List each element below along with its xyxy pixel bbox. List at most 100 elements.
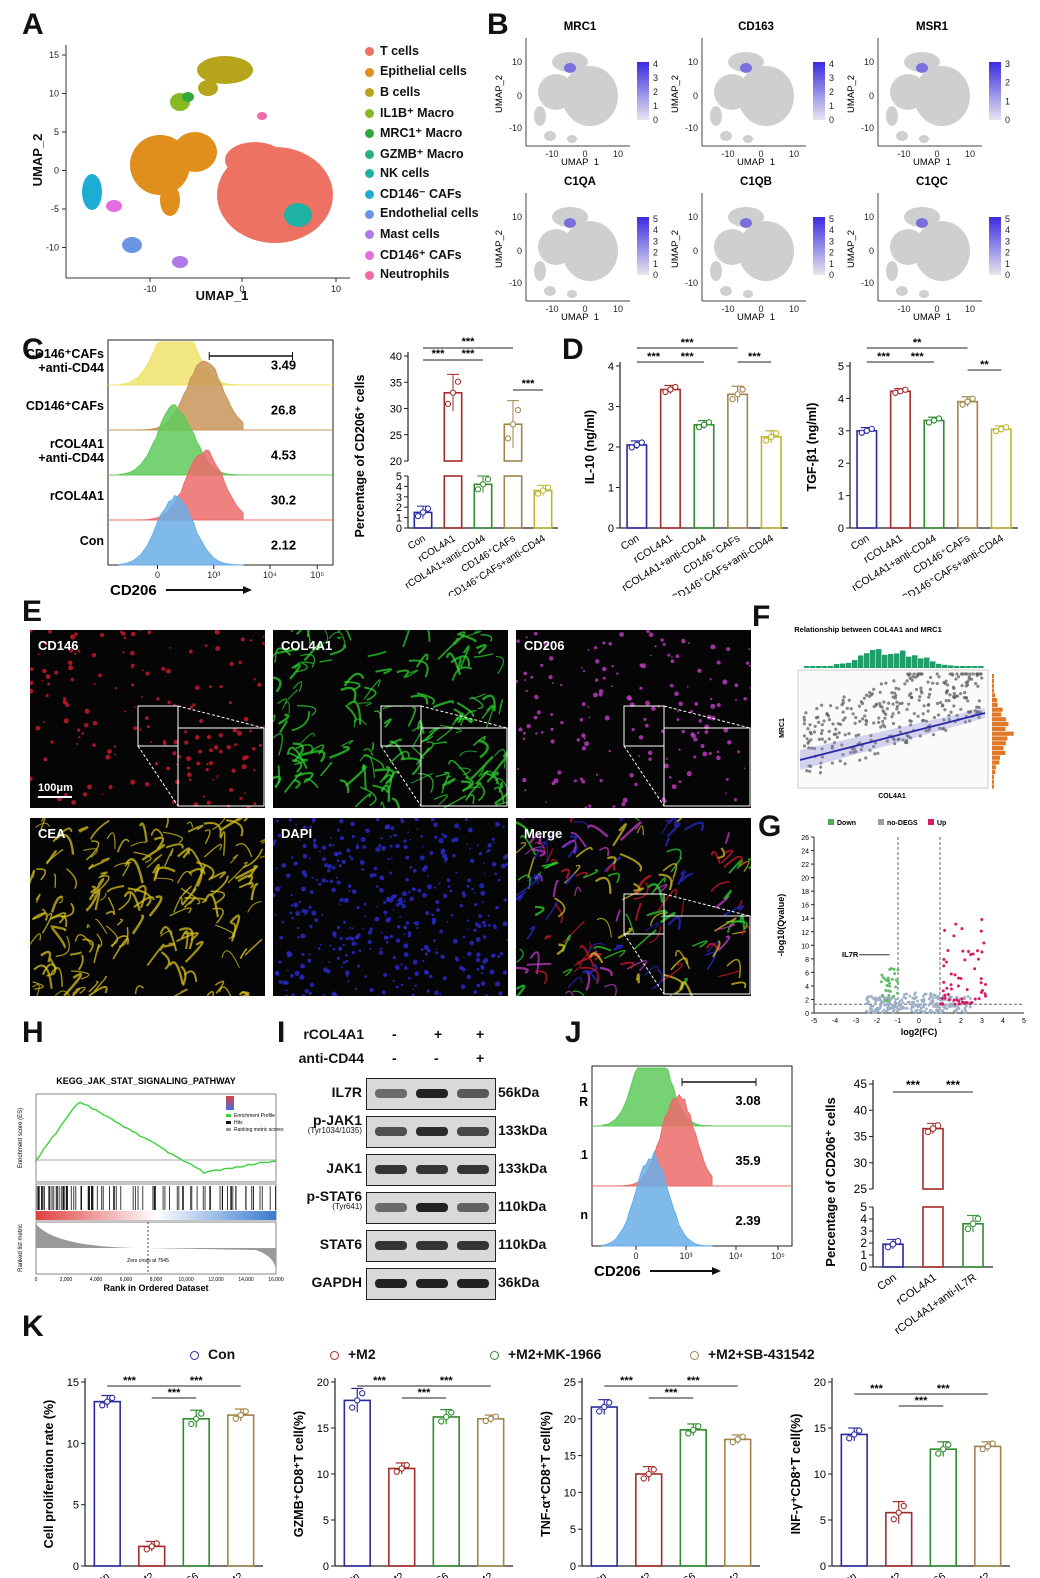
signal [392, 955, 397, 960]
data-point [864, 718, 868, 722]
point-down [892, 994, 896, 998]
signal [236, 730, 242, 736]
signal [225, 819, 244, 837]
signal [533, 833, 555, 860]
signal [88, 986, 108, 996]
panel-letter-e: E [22, 595, 43, 628]
x-tick-label: 0 [35, 1277, 38, 1283]
x-tick-label: 0 [155, 570, 160, 580]
colorbar-label: 4 [829, 59, 834, 69]
signal [415, 653, 429, 668]
point-ns [931, 996, 935, 1000]
y-tick-label: 0 [608, 523, 614, 535]
data-point [812, 730, 817, 734]
point-ns [876, 1009, 880, 1013]
signal [478, 739, 489, 759]
signal [482, 935, 487, 939]
hist-bar-top [858, 655, 864, 668]
y-tick-label: 10 [814, 1469, 826, 1481]
signal [161, 666, 166, 671]
data-point [544, 484, 552, 491]
signal [518, 727, 523, 732]
data-point [900, 1502, 907, 1510]
colorbar [813, 62, 825, 120]
signal [351, 889, 357, 894]
data-point [942, 718, 946, 722]
data-point [817, 720, 821, 724]
signal [516, 842, 527, 854]
sig-label: ** [913, 337, 922, 349]
data-point [880, 705, 884, 709]
signal [105, 754, 111, 760]
signal [405, 877, 409, 882]
point-up [961, 949, 965, 953]
signal [403, 839, 407, 843]
point-up [970, 1001, 974, 1005]
data-point [143, 1546, 150, 1553]
x-tick-label: 10 [965, 149, 975, 159]
signal [407, 706, 417, 727]
signal [383, 900, 387, 904]
signal [114, 687, 118, 690]
band [457, 1127, 489, 1136]
point-up [971, 952, 975, 956]
signal [184, 940, 204, 963]
signal [545, 898, 559, 921]
signal [212, 778, 215, 781]
signal [259, 743, 263, 747]
signal [378, 844, 382, 848]
x-tick-label: 10⁴ [263, 570, 277, 580]
signal [308, 953, 311, 956]
data-point [877, 716, 881, 720]
signal [440, 954, 445, 960]
signal [173, 739, 178, 745]
signal [491, 837, 495, 841]
signal [506, 938, 508, 941]
data-point [883, 716, 887, 720]
point-ns [956, 1007, 960, 1011]
point-down [885, 984, 889, 988]
signal [229, 787, 234, 793]
band [457, 1089, 489, 1098]
signal [710, 881, 730, 893]
hist-bar-top [894, 653, 900, 668]
signal [206, 991, 215, 996]
hist-bar-top [882, 654, 888, 668]
signal [460, 710, 477, 726]
signal [45, 674, 51, 680]
signal [449, 889, 453, 893]
signal [260, 855, 265, 859]
signal [426, 948, 431, 953]
signal [619, 852, 643, 873]
signal [581, 779, 586, 784]
signal [46, 958, 57, 977]
signal [403, 925, 407, 930]
point-up [954, 922, 958, 926]
if-tile-col4a1: COL4A1 [273, 630, 508, 808]
zoom-inset [420, 727, 508, 807]
point-ns [882, 1008, 886, 1012]
gene-title: MSR1 [916, 21, 949, 33]
signal [442, 976, 447, 981]
signal [188, 867, 203, 887]
signal [93, 975, 108, 992]
point-ns [889, 1006, 893, 1010]
legend-dot [365, 87, 374, 97]
signal [357, 702, 372, 707]
signal [702, 751, 708, 757]
signal [203, 821, 222, 838]
molecular-weight: 110kDa [498, 1198, 547, 1214]
point-up [979, 977, 983, 981]
point-ns [917, 1004, 921, 1008]
signal [622, 797, 628, 803]
point-ns [932, 993, 936, 997]
point-ns [911, 1005, 915, 1009]
hist-bar-right [992, 750, 1006, 755]
data-point [823, 740, 827, 744]
y-tick-label: 0 [517, 246, 522, 256]
data-point [912, 672, 916, 676]
signal [249, 639, 253, 642]
signal [345, 959, 349, 963]
sig-label: *** [911, 351, 925, 363]
bar-1-bottom [443, 475, 463, 529]
